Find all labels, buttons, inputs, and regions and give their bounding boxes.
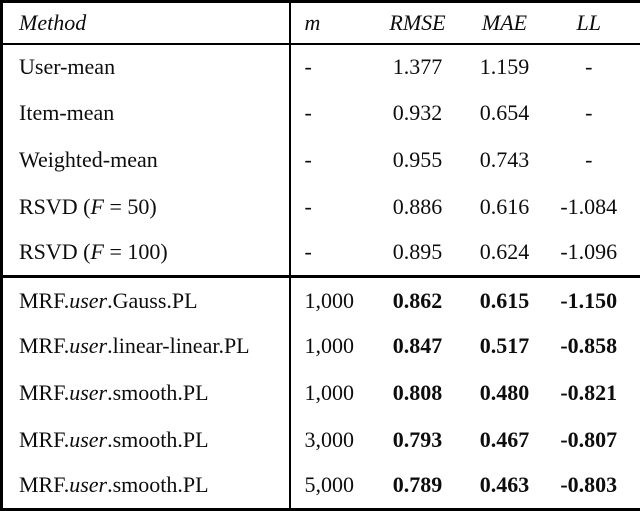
rmse-cell: 0.808 xyxy=(392,379,443,405)
method-name-italic-part: user xyxy=(69,287,108,313)
header-row: Method m RMSE MAE LL xyxy=(1,1,640,45)
method-cell: Weighted-mean xyxy=(1,136,291,184)
table-row: MRF.user.linear-linear.PL 1,000 0.847 0.517… xyxy=(1,323,640,370)
m-cell: - xyxy=(304,239,312,265)
rmse-cell: 0.793 xyxy=(392,426,443,452)
method-name-part: = 50) xyxy=(103,193,157,219)
method-name-part: MRF. xyxy=(19,287,70,313)
method-cell: User-mean xyxy=(1,43,291,91)
mae-cell: 0.463 xyxy=(479,472,530,498)
mae-cell: 0.624 xyxy=(479,239,530,265)
method-name-italic-part: F xyxy=(90,239,104,265)
method-name-part: .smooth.PL xyxy=(107,472,209,498)
rmse-cell: 0.886 xyxy=(392,193,443,219)
mae-cell: 1.159 xyxy=(479,54,530,80)
section-baseline-methods: User-mean - 1.377 1.159 - Item-mean - 0.932 0.65… xyxy=(1,43,640,277)
ll-cell: - xyxy=(585,100,593,126)
method-name-part: RSVD ( xyxy=(19,239,91,265)
method-name-part: = 100) xyxy=(103,239,168,265)
rmse-cell: 1.377 xyxy=(392,54,443,80)
ll-cell: -0.821 xyxy=(560,379,618,405)
m-cell: - xyxy=(304,146,312,172)
method-name-part: MRF. xyxy=(19,472,70,498)
method-name-part: MRF. xyxy=(19,426,70,452)
col-header-ll: LL xyxy=(537,1,640,45)
table-row: MRF.user.smooth.PL 5,000 0.789 0.463 -0.803 xyxy=(1,462,640,510)
m-cell: 1,000 xyxy=(304,333,355,359)
method-name-part: .smooth.PL xyxy=(107,379,209,405)
col-header-mae: MAE xyxy=(471,1,538,45)
ll-cell: -0.807 xyxy=(560,426,618,452)
method-cell: MRF.user.Gauss.PL xyxy=(1,275,291,324)
method-cell: MRF.user.smooth.PL xyxy=(1,462,291,510)
method-name-part: RSVD ( xyxy=(19,193,91,219)
rmse-cell: 0.847 xyxy=(392,333,443,359)
table-row: MRF.user.smooth.PL 1,000 0.808 0.480 -0.821 xyxy=(1,369,640,417)
method-name-italic-part: user xyxy=(69,472,108,498)
ll-cell: -0.803 xyxy=(560,472,618,498)
method-cell: MRF.user.smooth.PL xyxy=(1,416,291,463)
m-cell: 3,000 xyxy=(304,426,355,452)
method-name-part: MRF. xyxy=(19,333,70,359)
ll-cell: - xyxy=(585,146,593,172)
method-name-part: .smooth.PL xyxy=(107,426,209,452)
mae-cell: 0.654 xyxy=(479,100,530,126)
col-header-method: Method xyxy=(1,1,291,45)
method-name-part: .Gauss.PL xyxy=(107,287,198,313)
method-name-part: User-mean xyxy=(19,54,116,80)
method-name-part: .linear-linear.PL xyxy=(107,333,250,359)
m-cell: 1,000 xyxy=(304,379,355,405)
table-row: Weighted-mean - 0.955 0.743 - xyxy=(1,136,640,184)
m-cell: - xyxy=(304,193,312,219)
table-header: Method m RMSE MAE LL xyxy=(1,1,640,45)
ll-cell: - xyxy=(585,54,593,80)
section-mrf-methods: MRF.user.Gauss.PL 1,000 0.862 0.615 -1.150 MR… xyxy=(1,275,640,510)
table-row: RSVD (F = 50) -0.886 0.616 -1.084 xyxy=(1,183,640,230)
method-cell: RSVD (F = 100) xyxy=(1,229,291,277)
method-cell: RSVD (F = 50) xyxy=(1,183,291,230)
mae-cell: 0.743 xyxy=(479,146,530,172)
table-row: User-mean - 1.377 1.159 - xyxy=(1,43,640,91)
mae-cell: 0.517 xyxy=(479,333,530,359)
ll-cell: -1.084 xyxy=(560,193,618,219)
rmse-cell: 0.955 xyxy=(392,146,443,172)
method-cell: MRF.user.smooth.PL xyxy=(1,369,291,417)
m-cell: 1,000 xyxy=(289,275,364,324)
rmse-cell: 0.862 xyxy=(363,275,472,324)
mae-cell: 0.615 xyxy=(471,275,538,324)
method-name-part: Item-mean xyxy=(19,100,115,126)
m-cell: 5,000 xyxy=(304,472,355,498)
method-name-italic-part: F xyxy=(90,193,104,219)
mae-cell: 0.467 xyxy=(479,426,530,452)
rmse-cell: 0.932 xyxy=(392,100,443,126)
table-row: MRF.user.Gauss.PL 1,000 0.862 0.615 -1.150 xyxy=(1,275,640,324)
method-name-italic-part: user xyxy=(69,333,108,359)
method-name-italic-part: user xyxy=(69,426,108,452)
rmse-cell: 0.789 xyxy=(392,472,443,498)
method-name-italic-part: user xyxy=(69,379,108,405)
m-cell: - xyxy=(304,100,312,126)
mae-cell: 0.616 xyxy=(479,193,530,219)
table-row: MRF.user.smooth.PL 3,000 0.793 0.467 -0.807 xyxy=(1,416,640,463)
col-header-rmse: RMSE xyxy=(363,1,472,45)
method-name-part: MRF. xyxy=(19,379,70,405)
col-header-m: m xyxy=(289,1,364,45)
table-row: RSVD (F = 100) -0.895 0.624 -1.096 xyxy=(1,229,640,277)
ll-cell: -1.096 xyxy=(560,239,618,265)
ll-cell: -1.150 xyxy=(537,275,640,324)
m-cell: - xyxy=(304,54,312,80)
ll-cell: -0.858 xyxy=(560,333,618,359)
rmse-cell: 0.895 xyxy=(392,239,443,265)
mae-cell: 0.480 xyxy=(479,379,530,405)
method-name-part: Weighted-mean xyxy=(19,146,158,172)
method-cell: MRF.user.linear-linear.PL xyxy=(1,323,291,370)
table-row: Item-mean - 0.932 0.654 - xyxy=(1,90,640,137)
method-cell: Item-mean xyxy=(1,90,291,137)
